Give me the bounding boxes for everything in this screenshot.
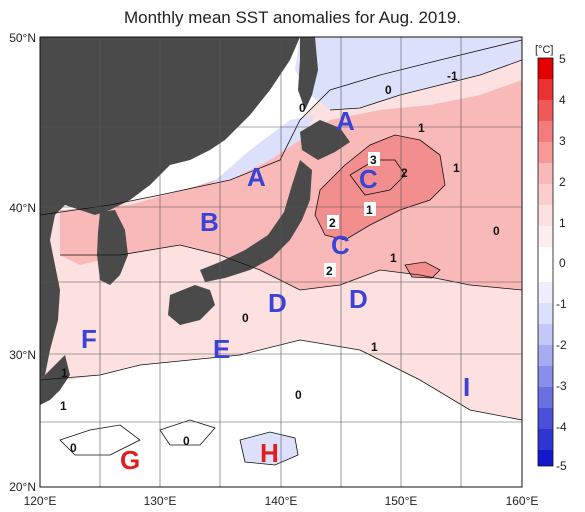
map-frame xyxy=(39,36,523,488)
latitude-axis: 50°N 40°N 30°N 20°N xyxy=(9,31,36,494)
colorbar-tick: 2 xyxy=(559,175,566,189)
colorbar-ticks: 5 4 3 2 1 0 -1 -2 -3 -4 -5 xyxy=(556,52,567,473)
colorbar-tick: 1 xyxy=(559,216,566,230)
warm-anomaly-core xyxy=(315,135,445,240)
lon-label: 160°E xyxy=(506,494,539,508)
colorbar-tick: 4 xyxy=(559,93,566,107)
warm-anomaly-region-2 xyxy=(60,80,522,290)
longitude-axis: 120°E 130°E 140°E 150°E 160°E xyxy=(24,494,539,508)
colorbar-tick: -5 xyxy=(556,459,567,473)
contour-label: 0 xyxy=(295,388,302,402)
lon-label: 150°E xyxy=(385,494,418,508)
contour-label: 0 xyxy=(242,311,249,325)
region-label-c-north: C xyxy=(359,164,378,194)
contour-label: 2 xyxy=(326,264,333,278)
lon-label: 140°E xyxy=(265,494,298,508)
contour-label: 0 xyxy=(493,224,500,238)
graticule xyxy=(40,37,522,487)
contour-label: 1 xyxy=(60,399,67,413)
land-kyushu-shikoku xyxy=(168,285,215,325)
cold-anomaly-north xyxy=(295,37,522,110)
contour-label: 1 xyxy=(418,121,425,135)
colorbar-tick: -2 xyxy=(556,338,567,352)
contour-label: 1 xyxy=(453,161,460,175)
cold-anomaly-south xyxy=(240,432,298,465)
contour-label: 1 xyxy=(390,251,397,265)
colorbar-tick: -4 xyxy=(556,420,567,434)
contour-label: 1 xyxy=(366,203,373,217)
contour-label: -1 xyxy=(447,69,458,83)
region-label-c-south: C xyxy=(331,230,350,260)
region-label-g: G xyxy=(120,445,140,475)
land-korea xyxy=(97,210,128,285)
colorbar-unit: [°C] xyxy=(535,44,553,56)
contour-label-group: 0 0 -1 1 1 3 2 1 2 1 0 2 1 0 1 1 0 0 0 xyxy=(60,69,500,455)
map-plot-area: 0 0 -1 1 1 3 2 1 2 1 0 2 1 0 1 1 0 0 0 A xyxy=(40,37,522,487)
land-hokkaido xyxy=(300,120,350,160)
colorbar: [°C] 5 4 3 2 1 0 -1 -2 -3 -4 xyxy=(535,44,567,473)
lon-label: 130°E xyxy=(144,494,177,508)
lat-label: 30°N xyxy=(9,348,36,362)
region-label-i: I xyxy=(463,372,470,402)
land-asia-continent xyxy=(40,37,300,380)
region-label-a-west: A xyxy=(247,162,266,192)
region-label-e: E xyxy=(213,334,230,364)
region-label-group: A A B C C D D E F I G H xyxy=(81,106,470,475)
region-label-a-north: A xyxy=(336,106,355,136)
contour-label: 3 xyxy=(370,153,377,167)
contour-label: 0 xyxy=(385,83,392,97)
region-label-b: B xyxy=(200,207,219,237)
contour-label: 2 xyxy=(401,166,408,180)
land-honshu xyxy=(200,160,312,282)
colorbar-tick: 0 xyxy=(559,256,566,270)
lat-label: 40°N xyxy=(9,201,36,215)
land-china-coast xyxy=(40,355,70,405)
contour-label: 0 xyxy=(183,434,190,448)
contour-label: 0 xyxy=(299,101,306,115)
contour-label: 1 xyxy=(371,340,378,354)
lon-label: 120°E xyxy=(24,494,57,508)
region-label-h: H xyxy=(260,438,279,468)
lat-label: 50°N xyxy=(9,31,36,45)
colorbar-tick: 5 xyxy=(559,52,566,66)
region-label-d-west: D xyxy=(268,288,287,318)
colorbar-tick: 3 xyxy=(559,134,566,148)
map-title: Monthly mean SST anomalies for Aug. 2019… xyxy=(123,8,462,27)
colorbar-tick: -3 xyxy=(556,379,567,393)
contour-label: 1 xyxy=(61,366,68,380)
land-sakhalin xyxy=(298,37,318,110)
colorbar-tick: -1 xyxy=(556,297,567,311)
contour-label: 2 xyxy=(329,216,336,230)
region-label-d-east: D xyxy=(349,284,368,314)
cold-anomaly-coastal xyxy=(210,115,315,185)
lat-label: 20°N xyxy=(9,480,36,494)
region-label-f: F xyxy=(81,324,97,354)
land-small-island xyxy=(186,122,194,133)
contour-label: 0 xyxy=(70,441,77,455)
